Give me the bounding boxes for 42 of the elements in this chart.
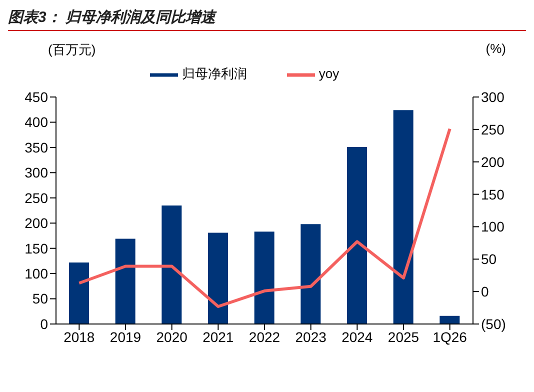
bar [254,232,274,324]
x-tick-label: 2019 [110,328,142,345]
y-tick-label: 100 [24,266,48,282]
y2-axis-title: (%) [486,41,506,58]
chart-title: 图表3： 归母净利润及同比增速 [8,8,526,31]
y2-tick-label: 300 [481,88,505,105]
bar [162,205,182,324]
y-tick-label: 450 [24,88,48,105]
y2-tick-label: 0 [481,284,489,300]
x-tick-label: 2025 [388,328,420,345]
x-tick-label: 2024 [342,328,373,345]
bar [440,316,460,324]
y-tick-label: 150 [24,240,48,256]
bar [208,232,228,324]
x-tick-label: 2021 [202,328,234,345]
y2-tick-label: 50 [481,251,497,268]
y-tick-label: 400 [24,114,48,130]
line-series [78,127,452,308]
x-tick-label: 1Q26 [432,328,468,345]
y-axis-title: (百万元) [48,41,96,59]
x-tick-label: 2023 [295,328,327,345]
y2-tick-label: 100 [481,218,505,235]
y-tick-label: 300 [24,164,48,181]
x-tick-label: 2022 [248,328,280,345]
y-tick-label: 200 [24,215,48,232]
bar [115,238,136,324]
y-tick-label: 50 [32,290,48,307]
y-tick-label: 350 [24,139,48,156]
y2-tick-label: (50) [481,316,506,332]
x-tick-label: 2018 [64,328,95,345]
bar [393,110,414,324]
y2-tick-label: 150 [481,186,505,202]
y2-tick-label: 250 [481,121,505,138]
bar [69,262,89,324]
legend-label: 归母净利润 [182,66,247,82]
legend-label: yoy [318,66,340,82]
x-tick-label: 2020 [156,328,188,345]
bar [347,146,367,324]
y2-tick-label: 200 [481,154,505,170]
y-tick-label: 0 [40,316,48,332]
bar [300,224,321,324]
y-tick-label: 250 [24,190,48,206]
